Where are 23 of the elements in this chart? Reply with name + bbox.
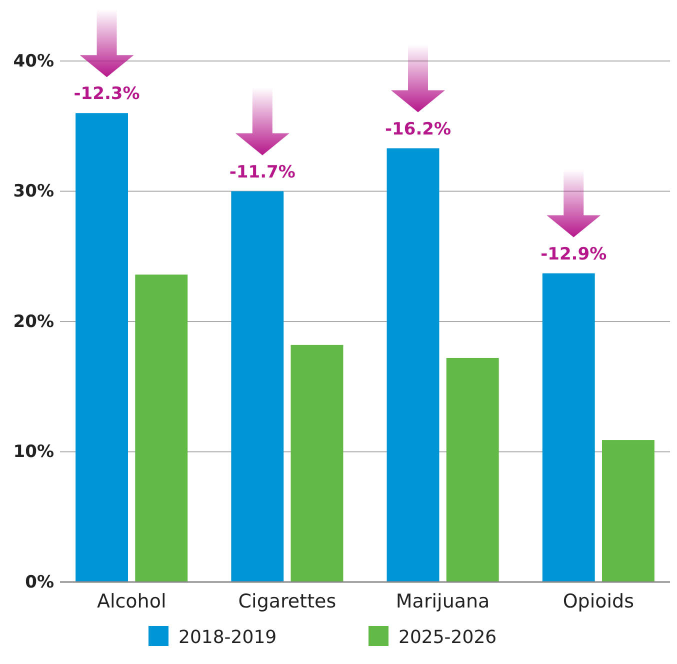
bar — [290, 344, 344, 582]
x-tick-label: Cigarettes — [238, 590, 336, 612]
x-tick-label: Opioids — [562, 590, 634, 612]
bar — [602, 440, 654, 582]
y-tick-label: 10% — [13, 442, 54, 462]
annotation: -12.9% — [540, 244, 607, 264]
annotation: -11.7% — [229, 162, 296, 182]
annotation: -16.2% — [384, 119, 452, 140]
x-tick-label: Marijuana — [396, 590, 490, 612]
y-tick-label: 30% — [13, 182, 54, 202]
y-tick-label: 40% — [13, 51, 54, 72]
annotation: -12.3% — [74, 84, 140, 104]
bar — [76, 113, 128, 582]
bar — [231, 191, 284, 582]
y-tick-label: 20% — [13, 312, 54, 332]
legend-label: 2025-2026 — [398, 627, 497, 648]
bar — [446, 358, 499, 582]
legend-label: 2018-2019 — [178, 627, 277, 648]
y-tick-label: 0% — [25, 572, 54, 592]
bar — [386, 148, 440, 582]
bar — [542, 273, 595, 582]
bar — [135, 274, 188, 582]
x-tick-label: Alcohol — [96, 590, 166, 612]
